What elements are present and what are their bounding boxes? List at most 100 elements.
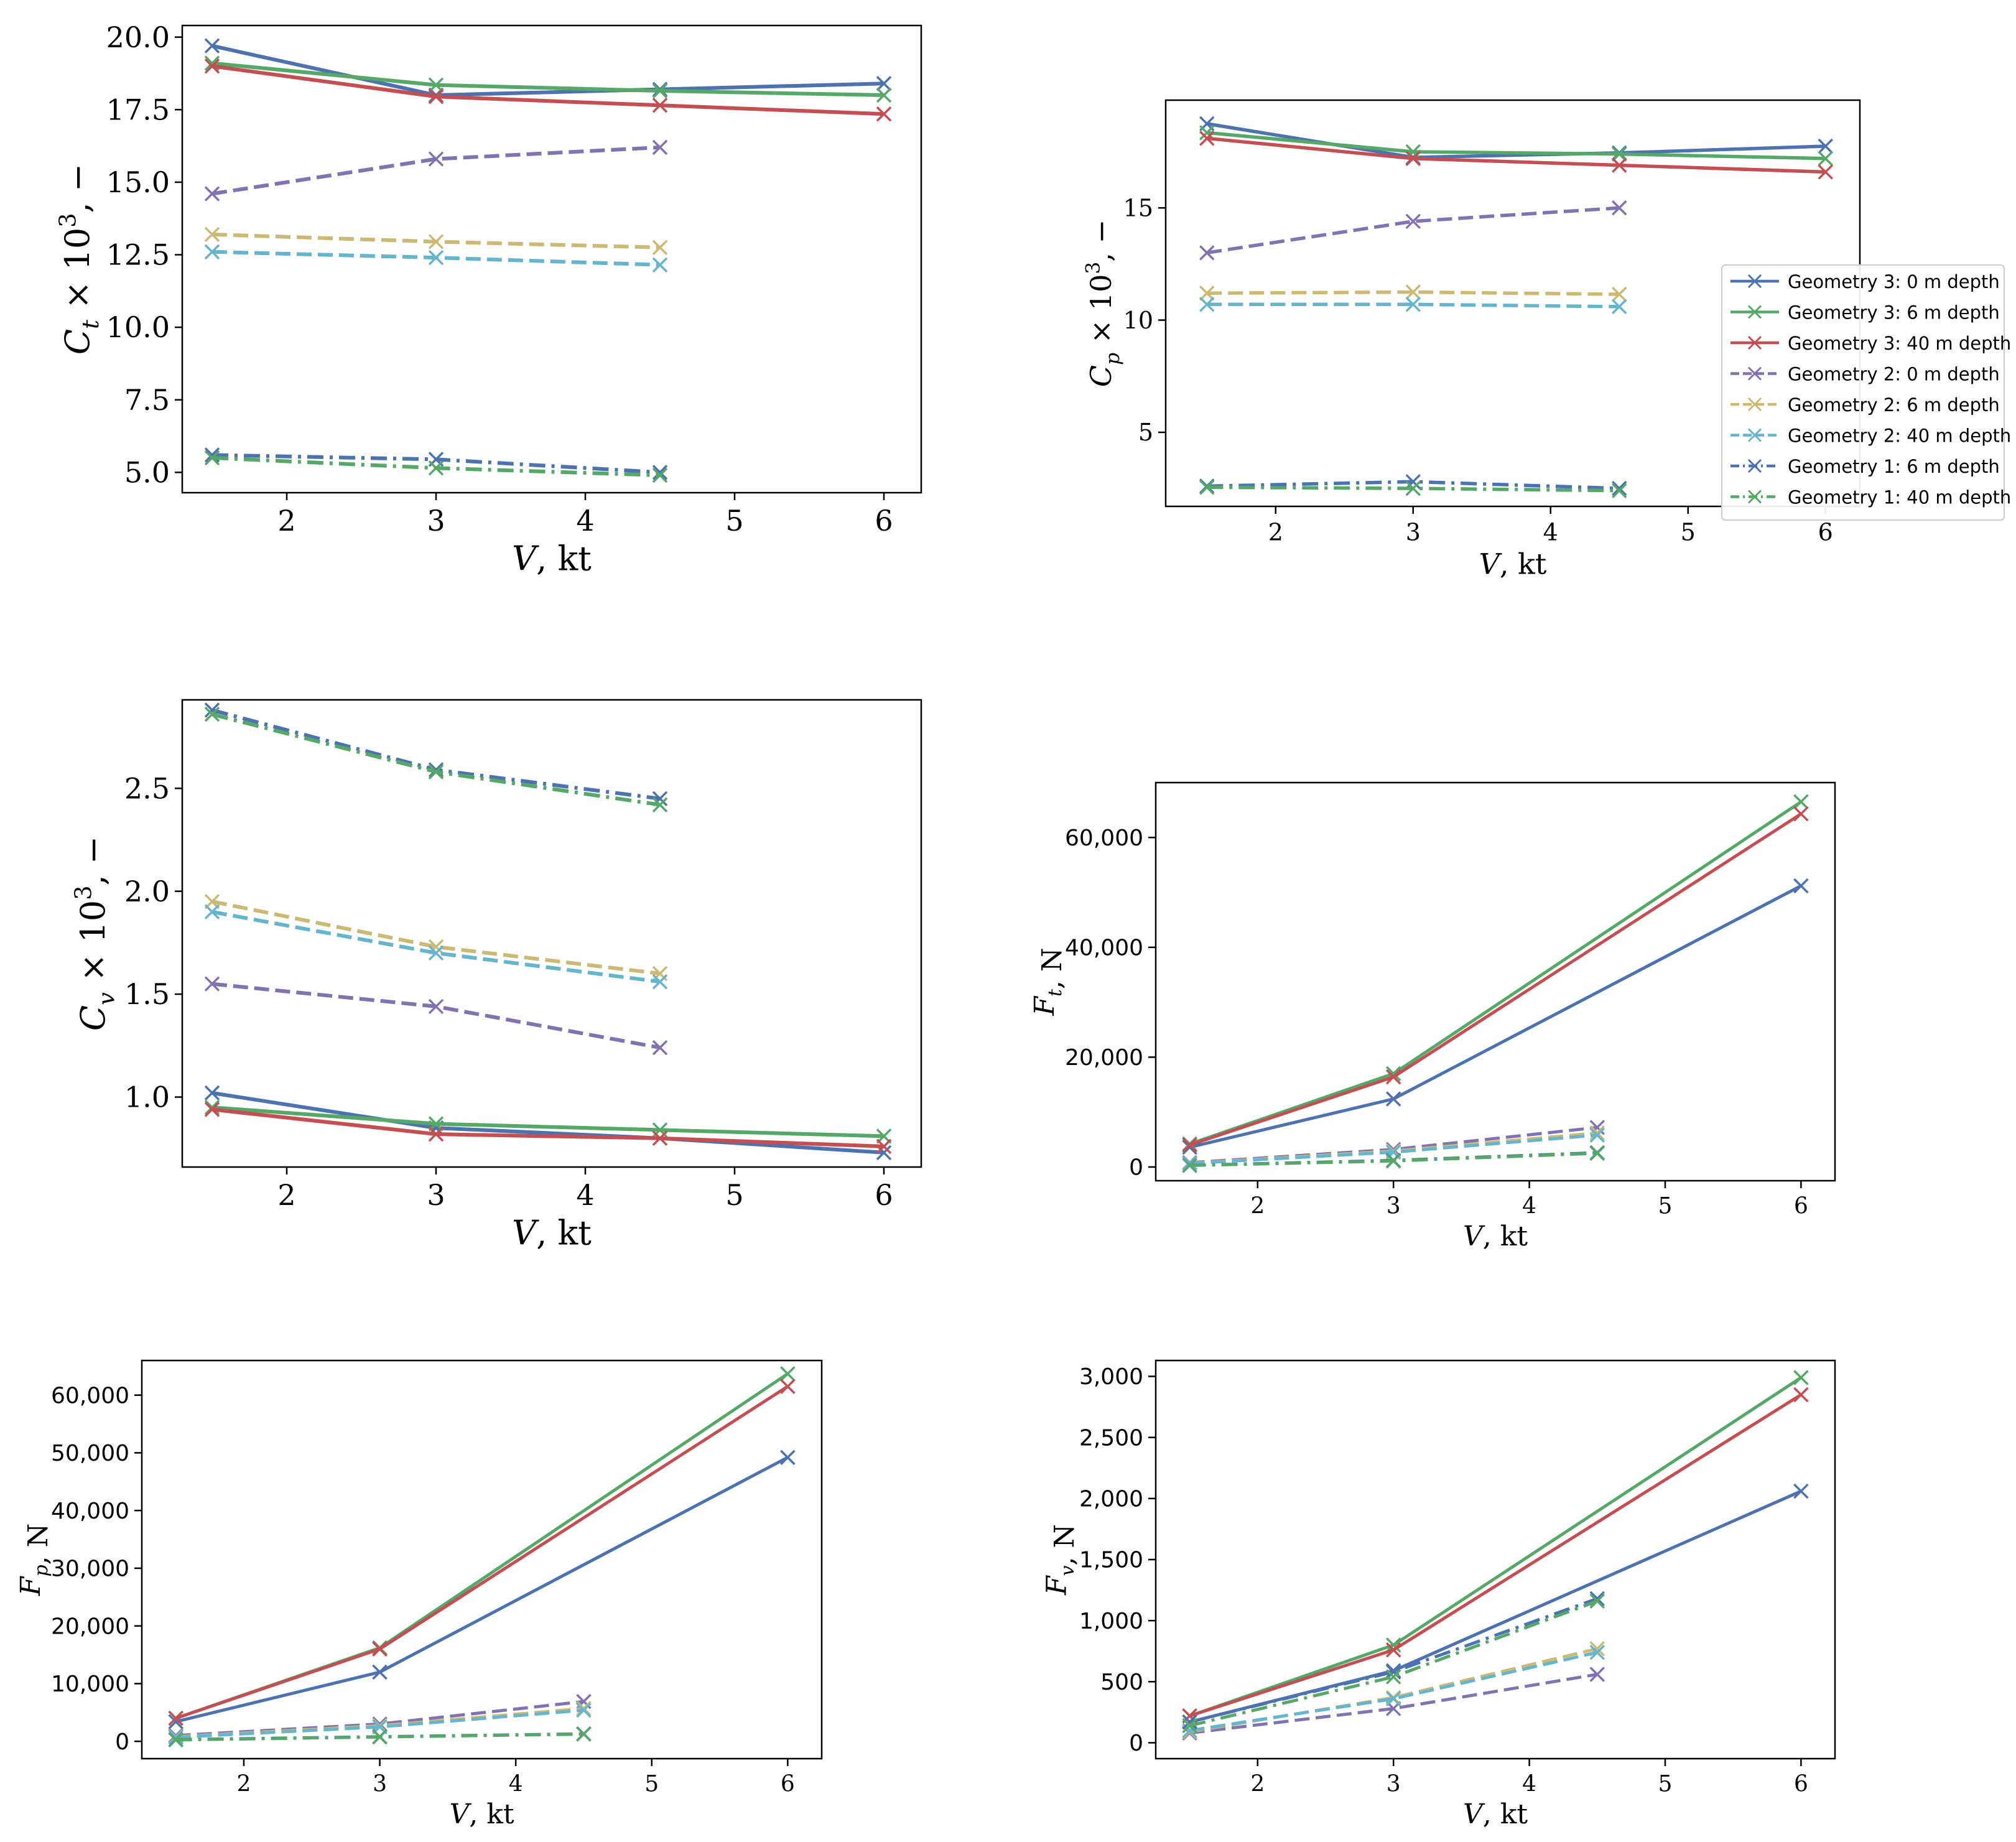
legend-marker	[1747, 397, 1762, 412]
x-tick-label: 4	[509, 1772, 523, 1797]
data-point	[1793, 1387, 1809, 1403]
chart-cv: 2 3 4 5 6 1.0 1.5 2.0 2.5 V, kt Cv × 103, −	[70, 699, 922, 1253]
x-tick-label: 2	[1250, 1772, 1265, 1797]
x-axis-label: V, kt	[512, 539, 592, 579]
series-line-4	[1207, 290, 1620, 296]
data-point	[652, 257, 668, 273]
y-tick-label: 15.0	[106, 165, 170, 199]
x-tick-label: 5	[1658, 1194, 1673, 1219]
y-tick-label: 10.0	[106, 310, 170, 344]
x-tick-label: 2	[1268, 518, 1283, 546]
y-tick-label: 50,000	[51, 1441, 129, 1466]
data-point	[576, 1702, 592, 1718]
data-point	[1793, 1370, 1809, 1385]
y-tick-label: 5	[1138, 419, 1153, 446]
data-point	[876, 1138, 892, 1155]
data-point	[1589, 1145, 1605, 1161]
y-tick-label: 30,000	[51, 1556, 129, 1582]
y-axis-label: Cp × 103, −	[1082, 220, 1124, 387]
x-tick-label: 5	[1681, 518, 1696, 546]
series-line-4	[1189, 1647, 1598, 1734]
data-point	[1405, 213, 1421, 230]
data-point	[1589, 1667, 1605, 1682]
series-line-0	[175, 1456, 789, 1724]
series-line-5	[1189, 1650, 1598, 1733]
data-point	[1612, 483, 1627, 498]
x-tick-label: 4	[1522, 1772, 1536, 1797]
data-point	[1199, 131, 1215, 146]
data-point	[1405, 284, 1421, 300]
data-point	[1182, 1714, 1197, 1730]
data-point	[204, 1102, 220, 1117]
chart-cp: 2 3 4 5 6 5 10 15 V, kt Cp × 103, − Geometry 3: 0 …	[1082, 99, 2011, 580]
x-axis-label: V, kt	[1479, 547, 1547, 580]
series-line-0	[211, 44, 885, 97]
y-tick-label: 1.5	[124, 977, 170, 1011]
x-tick-label: 3	[427, 504, 445, 537]
data-point	[204, 976, 220, 992]
legend-marker	[1747, 305, 1762, 319]
y-tick-label: 60,000	[51, 1383, 129, 1408]
x-tick-label: 6	[1818, 518, 1833, 546]
y-tick-label: 1.0	[124, 1081, 170, 1114]
data-point	[428, 234, 444, 249]
legend-entry-label: Geometry 3: 6 m depth	[1788, 302, 2000, 323]
x-tick-label: 3	[1387, 1772, 1401, 1797]
data-point	[168, 1729, 183, 1745]
data-point	[428, 764, 444, 780]
data-point	[204, 904, 220, 919]
data-point	[652, 98, 668, 113]
data-point	[652, 797, 668, 812]
data-point	[1589, 1593, 1605, 1609]
data-point	[1405, 480, 1421, 496]
data-point	[1612, 157, 1627, 173]
x-tick-label: 6	[875, 1178, 893, 1212]
legend-marker	[1747, 490, 1762, 504]
data-point	[1612, 299, 1627, 315]
data-point	[652, 974, 668, 990]
y-tick-label: 2.5	[124, 771, 170, 805]
x-tick-label: 2	[277, 504, 295, 537]
y-axis-label: Fv, N	[1041, 1524, 1080, 1596]
data-point	[204, 38, 220, 53]
chart-fp: 2 3 4 5 6 0 10,000 20,000 30,000 40,000 50,000 60,0…	[15, 1359, 823, 1830]
data-point	[1405, 474, 1421, 490]
data-point	[1589, 1125, 1605, 1141]
data-point	[428, 998, 444, 1015]
series-line-2	[1189, 1393, 1802, 1718]
data-point	[204, 186, 220, 202]
y-tick-label: 2,500	[1079, 1425, 1143, 1451]
y-tick-label: 5.0	[124, 455, 170, 489]
y-tick-label: 7.5	[124, 383, 170, 417]
x-tick-label: 5	[725, 504, 743, 537]
y-tick-label: 2,000	[1079, 1486, 1143, 1512]
legend-entry-label: Geometry 3: 40 m depth	[1788, 333, 2011, 354]
data-point	[1182, 1155, 1197, 1171]
x-tick-label: 4	[1522, 1194, 1536, 1219]
series-line-1	[175, 1372, 789, 1720]
series-line-1	[1189, 800, 1802, 1146]
data-point	[1385, 1091, 1401, 1107]
data-point	[876, 76, 892, 91]
series-line-6	[211, 708, 661, 801]
series-line-4	[211, 900, 661, 975]
x-tick-label: 6	[875, 504, 893, 537]
data-point	[1612, 286, 1627, 302]
data-point	[780, 1366, 796, 1382]
data-point	[652, 240, 668, 256]
data-point	[652, 1130, 668, 1146]
x-axis-label: V, kt	[512, 1214, 592, 1253]
legend-entry-label: Geometry 3: 0 m depth	[1788, 271, 2000, 292]
y-axis-label: Fp, N	[15, 1523, 54, 1596]
x-tick-label: 6	[781, 1772, 795, 1797]
y-tick-label: 20,000	[1065, 1045, 1143, 1071]
y-tick-label: 17.5	[106, 93, 170, 126]
data-point	[1793, 806, 1809, 822]
y-tick-label: 20.0	[106, 21, 170, 54]
y-axis-label: Ct × 103, −	[54, 164, 104, 355]
data-point	[1612, 480, 1627, 496]
axes-frame	[181, 699, 922, 1168]
data-point	[204, 1085, 220, 1101]
x-tick-label: 2	[1250, 1194, 1265, 1219]
y-tick-label: 10,000	[51, 1672, 129, 1697]
